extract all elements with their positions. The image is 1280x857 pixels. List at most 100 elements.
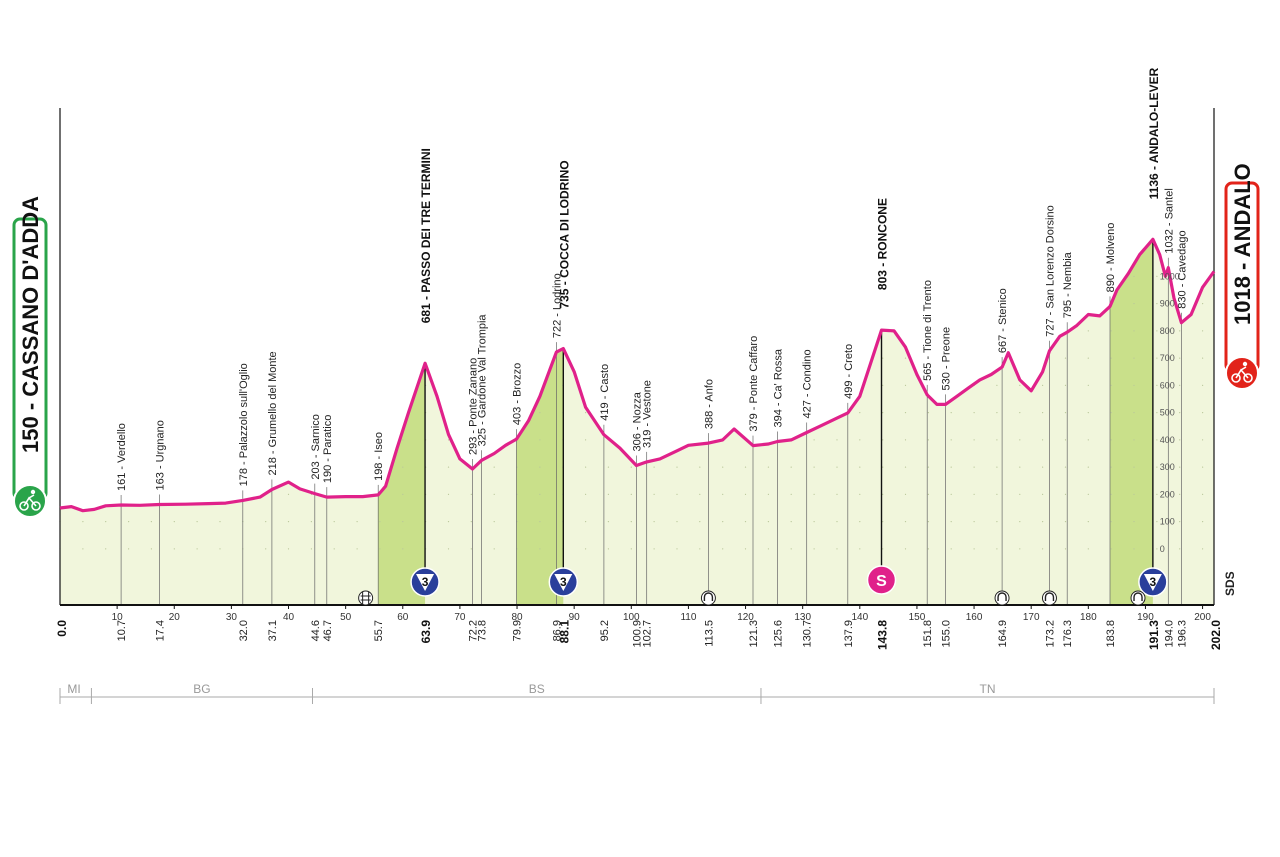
grid-dot	[447, 493, 450, 495]
grid-dot	[973, 521, 975, 523]
place-km-16: 121.3	[748, 620, 760, 648]
climb-km-2: 88.1	[557, 620, 571, 644]
grid-dot	[1179, 357, 1181, 359]
grid-dot	[1087, 439, 1089, 441]
grid-dot	[904, 493, 907, 495]
x-tick-label-3: 30	[226, 612, 238, 623]
grid-dot	[1202, 466, 1204, 468]
grid-dot	[882, 384, 884, 386]
grid-dot	[950, 466, 952, 468]
x-tick-label-11: 110	[680, 612, 696, 623]
place-label-10: 403 - Brozzo	[511, 363, 523, 425]
sds-label: SDS	[1223, 571, 1237, 596]
grid-dot	[379, 548, 381, 550]
grid-dot	[1133, 384, 1135, 386]
grid-dot	[676, 521, 678, 523]
grid-dot	[1042, 493, 1044, 495]
grid-dot	[219, 548, 221, 550]
grid-dot	[607, 548, 610, 550]
grid-dot	[1156, 439, 1158, 441]
tunnel-arch	[1044, 592, 1055, 601]
tunnel-arch	[997, 592, 1007, 601]
grid-dot	[402, 548, 404, 550]
x-tick-label-8: 80	[511, 612, 523, 623]
grid-dot	[1087, 548, 1089, 550]
tunnel-icon-2	[994, 590, 1010, 606]
bike-wheel	[31, 501, 41, 511]
grid-dot	[882, 493, 884, 495]
place-label-19: 499 - Creto	[843, 344, 855, 399]
grid-dot	[653, 466, 655, 468]
grid-dot	[744, 466, 747, 468]
place-km-5: 44.6	[310, 620, 322, 641]
y-tick-label-4: 300	[1160, 462, 1175, 472]
y-tick-label-11: 1000	[1160, 271, 1180, 281]
place-label-27: 830 - Cavedago	[1176, 230, 1188, 308]
grid-dot	[265, 548, 267, 550]
start-box: 150 - CASSANO D'ADDA	[12, 196, 48, 518]
grid-dot	[333, 548, 335, 550]
y-tick-label-2: 100	[1160, 517, 1175, 527]
finish-box: 1018 - ANDALO	[1224, 163, 1260, 390]
place-label-24: 795 - Nembia	[1062, 251, 1074, 318]
grid-dot	[859, 548, 861, 550]
grid-dot	[1064, 439, 1067, 441]
grid-dot	[882, 357, 884, 359]
place-km-7: 55.7	[373, 620, 385, 641]
grid-dot	[859, 493, 861, 495]
grid-dot	[767, 493, 770, 495]
grid-dot	[1064, 412, 1067, 414]
place-km-23: 173.2	[1044, 620, 1056, 648]
place-km-25: 183.8	[1105, 620, 1117, 648]
grid-dot	[836, 521, 838, 523]
grid-dot	[82, 548, 84, 550]
grid-dot	[82, 521, 84, 523]
grid-dot	[1087, 466, 1089, 468]
grid-dot	[699, 548, 701, 550]
grid-dot	[1042, 466, 1044, 468]
grid-dot	[836, 548, 838, 550]
grid-dot	[585, 466, 587, 468]
grid-dot	[836, 466, 838, 468]
grid-dot	[767, 521, 770, 523]
grid-dot	[493, 493, 495, 495]
grid-dot	[1019, 493, 1021, 495]
grid-dot	[630, 521, 632, 523]
grid-dot	[813, 439, 815, 441]
grid-dot	[950, 493, 952, 495]
grid-dot	[1133, 412, 1135, 414]
grid-dot	[996, 548, 998, 550]
place-km-1: 10.7	[116, 620, 128, 641]
place-label-6: 190 - Paratico	[322, 415, 334, 483]
grid-dot	[447, 548, 450, 550]
sprint-symbol: S	[876, 573, 887, 590]
grid-dot	[653, 521, 655, 523]
x-tick-label-19: 190	[1137, 612, 1154, 623]
grid-dot	[356, 521, 358, 523]
grid-dot	[676, 548, 678, 550]
grid-dot	[1110, 466, 1112, 468]
grid-dot	[836, 439, 838, 441]
place-label-20: 565 - Tione di Trento	[922, 280, 934, 381]
grid-dot	[904, 521, 907, 523]
place-label-9: 325 - Gardone Val Trompia	[477, 314, 489, 447]
y-tick-label-5: 400	[1160, 435, 1175, 445]
place-km-27: 196.3	[1176, 620, 1188, 648]
grid-dot	[722, 521, 724, 523]
place-km-22: 164.9	[997, 620, 1009, 648]
x-tick-label-15: 150	[909, 612, 926, 623]
grid-dot	[676, 466, 678, 468]
tunnel-icon-4	[1130, 590, 1146, 606]
finish-km: 202.0	[1209, 620, 1223, 650]
climb-category: 3	[1150, 575, 1157, 589]
grid-dot	[996, 412, 998, 414]
grid-dot	[1179, 548, 1181, 550]
place-km-8: 72.2	[467, 620, 479, 641]
grid-dot	[1019, 548, 1021, 550]
x-tick-label-16: 160	[966, 612, 983, 623]
y-tick-label-9: 800	[1160, 326, 1175, 336]
grid-dot	[630, 548, 632, 550]
grid-dot	[813, 548, 815, 550]
bike-wheel	[1243, 373, 1253, 383]
x-tick-label-18: 180	[1080, 612, 1097, 623]
